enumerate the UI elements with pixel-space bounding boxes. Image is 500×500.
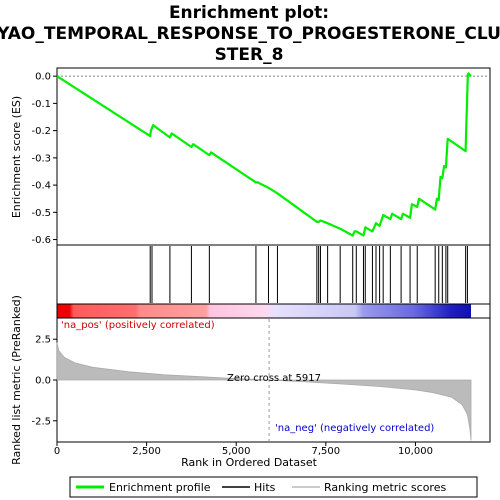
- legend: Enrichment profile Hits Ranking metric s…: [70, 477, 477, 497]
- x-tick-label: 10,000: [398, 446, 433, 457]
- legend-label-ranking: Ranking metric scores: [324, 481, 446, 494]
- ranked-y-ticks: 2.5 0.0 -2.5: [31, 335, 57, 428]
- es-y-tick-label: -0.6: [31, 235, 51, 246]
- na-neg-label: 'na_neg' (negatively correlated): [275, 423, 434, 434]
- hits-panel: [57, 245, 490, 304]
- title-line-2: YAO_TEMPORAL_RESPONSE_TO_PROGESTERONE_CL…: [0, 24, 500, 44]
- es-panel: 0.0 -0.1 -0.2 -0.3 -0.4 -0.5 -0.6 Enrichment s…: [10, 68, 490, 246]
- na-pos-label: 'na_pos' (positively correlated): [61, 320, 215, 331]
- hits-panel-frame: [57, 245, 490, 304]
- x-axis-ticks: 0 2,500 5,000 7,500 10,000: [54, 442, 433, 457]
- es-y-tick-label: -0.3: [31, 153, 51, 164]
- legend-label-hits: Hits: [254, 481, 276, 494]
- x-tick-label: 2,500: [132, 446, 161, 457]
- title-line-3: STER_8: [215, 45, 284, 65]
- es-y-axis-label: Enrichment score (ES): [10, 96, 23, 218]
- es-y-tick-label: -0.4: [31, 181, 51, 192]
- ranked-y-axis-label: Ranked list metric (PreRanked): [10, 295, 23, 465]
- chart-title: Enrichment plot: YAO_TEMPORAL_RESPONSE_T…: [0, 3, 500, 65]
- es-y-tick-label: -0.2: [31, 126, 51, 137]
- es-y-ticks: 0.0 -0.1 -0.2 -0.3 -0.4 -0.5 -0.6: [31, 72, 57, 246]
- es-y-tick-label: 0.0: [35, 72, 51, 83]
- title-line-1: Enrichment plot:: [169, 3, 329, 23]
- ranked-y-tick-label: 2.5: [35, 335, 51, 346]
- legend-label-enrichment: Enrichment profile: [109, 481, 211, 494]
- ranked-y-tick-label: 0.0: [35, 376, 51, 387]
- zero-cross-label: Zero cross at 5917: [227, 373, 321, 384]
- ranked-y-tick-label: -2.5: [31, 416, 51, 427]
- x-tick-label: 0: [54, 446, 60, 457]
- es-panel-frame: [57, 68, 490, 245]
- ranked-panel: 2.5 0.0 -2.5 'na_pos' (positively correlat…: [10, 295, 490, 465]
- es-y-tick-label: -0.1: [31, 99, 51, 110]
- rank-color-bar: [57, 304, 490, 318]
- x-axis-label: Rank in Ordered Dataset: [181, 456, 318, 469]
- color-bar-gradient: [57, 304, 471, 318]
- es-y-tick-label: -0.5: [31, 208, 51, 219]
